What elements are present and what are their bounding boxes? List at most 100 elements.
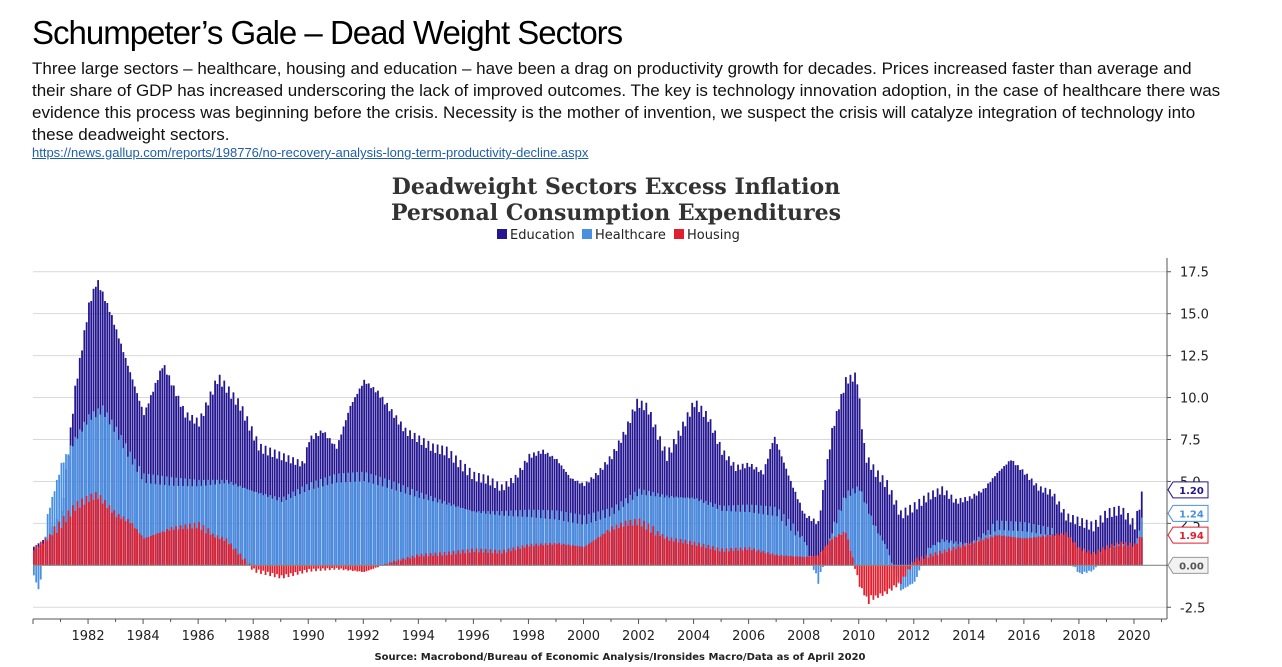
education-bar xyxy=(627,421,629,566)
housing-bar xyxy=(122,516,125,566)
housing-bar xyxy=(980,539,983,566)
education-bar xyxy=(959,497,962,566)
housing-bar xyxy=(572,545,574,566)
housing-bar xyxy=(771,553,774,566)
healthcare-bar xyxy=(666,495,668,566)
healthcare-bar xyxy=(927,547,930,566)
housing-bar xyxy=(214,537,216,566)
housing-bar xyxy=(925,554,928,566)
education-bar xyxy=(156,380,159,566)
education-bar xyxy=(941,486,944,566)
education-bar xyxy=(773,436,776,566)
healthcare-bar xyxy=(870,515,872,566)
education-bar xyxy=(205,402,207,566)
healthcare-bar xyxy=(65,454,67,566)
housing-bar xyxy=(929,553,932,566)
education-bar xyxy=(789,480,792,566)
healthcare-bar xyxy=(303,492,306,566)
housing-bar xyxy=(801,556,804,566)
housing-bar xyxy=(819,551,822,566)
education-bar xyxy=(785,468,788,566)
healthcare-bar xyxy=(569,512,572,566)
housing-bar xyxy=(420,553,423,566)
housing-bar xyxy=(918,560,921,566)
housing-bar xyxy=(945,552,948,566)
healthcare-bar xyxy=(379,476,382,566)
education-bar xyxy=(546,452,549,566)
housing-bar xyxy=(757,549,760,566)
housing-bar xyxy=(711,546,714,566)
education-bar xyxy=(631,409,634,566)
source-link[interactable]: https://news.gallup.com/reports/198776/n… xyxy=(32,145,589,160)
education-bar xyxy=(886,480,889,566)
education-bar xyxy=(537,451,540,566)
healthcare-bar xyxy=(186,486,189,566)
healthcare-bar xyxy=(207,479,210,566)
education-bar xyxy=(695,400,698,566)
housing-bar xyxy=(1113,547,1116,566)
healthcare-bar xyxy=(778,509,781,566)
housing-bar xyxy=(971,541,973,566)
healthcare-bar xyxy=(319,478,322,566)
end-tag-box xyxy=(1167,556,1209,574)
housing-bar xyxy=(434,552,437,566)
education-bar xyxy=(711,432,714,566)
housing-bar xyxy=(909,565,911,570)
housing-bar xyxy=(785,555,788,566)
housing-bar xyxy=(145,537,148,566)
housing-bar xyxy=(796,556,799,566)
healthcare-bar xyxy=(461,507,464,566)
healthcare-bar xyxy=(354,481,356,566)
healthcare-bar xyxy=(698,500,700,566)
housing-bar xyxy=(448,551,450,566)
education-bar xyxy=(854,372,856,566)
education-bar xyxy=(840,394,843,566)
healthcare-bar xyxy=(785,525,788,566)
healthcare-bar xyxy=(266,496,269,566)
healthcare-bar xyxy=(656,493,659,566)
housing-bar xyxy=(287,565,290,578)
healthcare-bar xyxy=(214,484,216,566)
housing-bar xyxy=(55,533,58,566)
housing-bar xyxy=(344,565,347,570)
housing-bar xyxy=(760,552,762,566)
housing-bar xyxy=(149,535,152,566)
housing-bar xyxy=(686,544,689,566)
housing-bar xyxy=(815,555,817,566)
education-bar xyxy=(227,386,230,566)
healthcare-bar xyxy=(578,514,581,566)
pce-deadweight-chart: Deadweight Sectors Excess Inflation Pers… xyxy=(32,174,1209,663)
healthcare-bar xyxy=(420,492,423,566)
housing-bar xyxy=(200,529,203,566)
housing-bar xyxy=(1138,536,1141,566)
healthcare-bar xyxy=(140,479,143,566)
education-bar xyxy=(968,496,971,566)
housing-bar xyxy=(356,565,359,572)
healthcare-bar xyxy=(856,486,859,566)
education-bar xyxy=(1078,526,1081,566)
healthcare-bar xyxy=(716,508,719,566)
housing-bar xyxy=(305,565,308,573)
education-bar xyxy=(585,481,588,566)
education-bar xyxy=(686,412,689,566)
healthcare-bar xyxy=(753,512,756,566)
healthcare-bar xyxy=(347,472,350,566)
housing-bar xyxy=(1106,545,1109,566)
healthcare-bar xyxy=(60,462,63,566)
housing-bar xyxy=(636,525,639,566)
education-bar xyxy=(948,498,950,566)
housing-bar xyxy=(835,537,838,566)
healthcare-bar xyxy=(567,521,570,566)
housing-bar xyxy=(627,525,629,566)
x-tick-label: 2002 xyxy=(622,629,655,644)
housing-bar xyxy=(455,554,457,566)
housing-bar xyxy=(395,561,398,566)
education-bar xyxy=(867,457,870,566)
education-bar xyxy=(1113,506,1116,566)
healthcare-bar xyxy=(193,479,196,566)
healthcare-bar xyxy=(881,540,884,566)
education-bar xyxy=(842,392,845,566)
housing-bar xyxy=(496,553,499,566)
housing-bar xyxy=(1065,532,1067,566)
x-tick-label: 1994 xyxy=(402,629,435,644)
